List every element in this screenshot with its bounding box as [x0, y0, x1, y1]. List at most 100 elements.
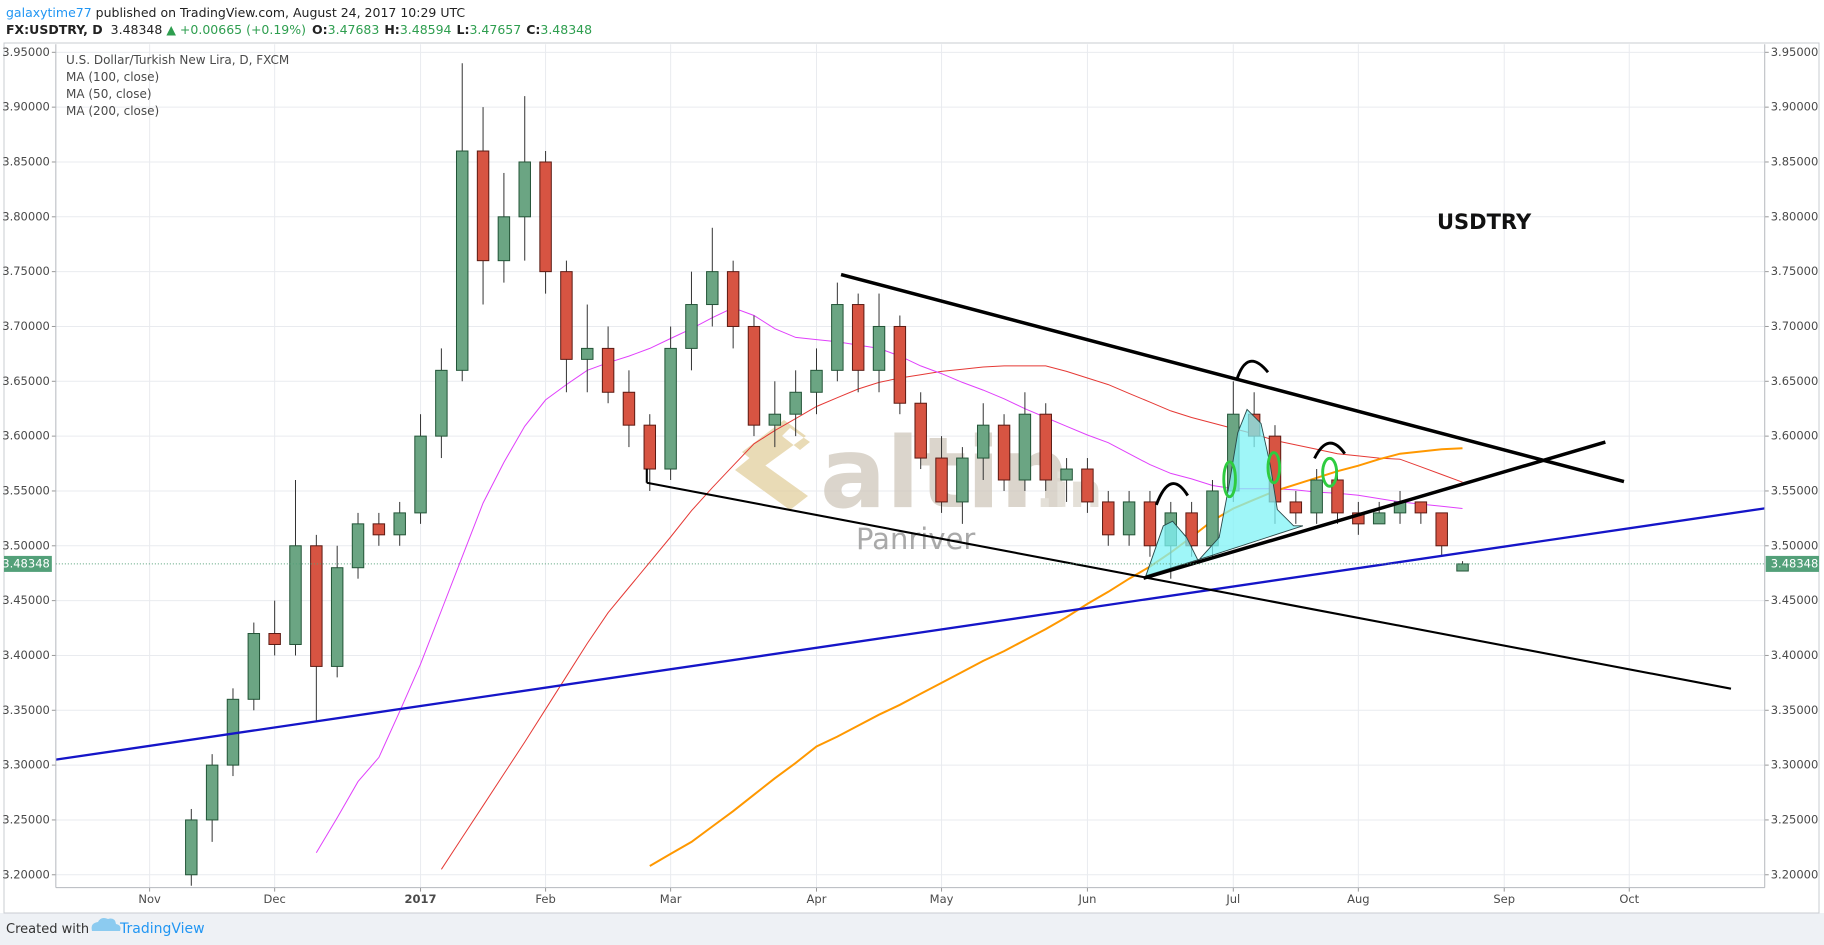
ohlc-key: C:: [526, 22, 540, 37]
arc-mark: [1235, 359, 1270, 381]
arc-mark: [1313, 441, 1346, 460]
legend-entry: MA (100, close): [66, 70, 159, 84]
y-tick-label: 3.65000: [1771, 374, 1819, 388]
candle-body: [831, 304, 844, 371]
footer-brand[interactable]: TradingView: [119, 921, 205, 937]
candle-body: [872, 325, 886, 371]
candle-body: [1331, 479, 1344, 514]
y-tick-label: 3.25000: [1771, 812, 1819, 826]
candle-body: [1039, 413, 1052, 481]
y-tick-label: 3.40000: [2, 648, 50, 662]
last-price-tag: [1765, 555, 1819, 572]
candle-body: [997, 424, 1011, 481]
y-tick-label: 3.65000: [2, 374, 50, 388]
candle-body: [455, 150, 469, 371]
y-tick-label: 3.35000: [1771, 703, 1819, 717]
trend-line: [840, 272, 1625, 484]
candle-body: [622, 391, 636, 426]
ohlc-key: O:: [312, 22, 328, 37]
ohlc-value: 3.48594: [400, 22, 452, 37]
y-tick-label: 3.75000: [2, 264, 50, 278]
legend-entry: MA (50, close): [66, 87, 152, 101]
candle-body: [1206, 490, 1219, 547]
y-tick-label: 3.95000: [1771, 45, 1819, 59]
candle-body: [1185, 512, 1198, 547]
y-tick-label: 3.30000: [2, 758, 50, 772]
candle-body: [1352, 512, 1365, 525]
y-tick-label: 3.80000: [2, 209, 50, 223]
trend-line: [55, 507, 1765, 761]
y-tick-label: 3.50000: [2, 538, 50, 552]
y-tick-label: 3.90000: [2, 100, 50, 114]
candle-body: [935, 457, 948, 503]
x-tick-label: May: [930, 892, 954, 906]
pattern-fill: [1145, 408, 1304, 577]
y-tick-label: 3.20000: [2, 867, 50, 881]
x-tick-label: Oct: [1619, 892, 1639, 906]
author[interactable]: galaxytime77: [6, 5, 92, 20]
x-tick-label: Sep: [1493, 892, 1515, 906]
candle-body: [414, 435, 427, 514]
candle-body: [268, 633, 281, 645]
ma-line: [440, 365, 1463, 870]
candle-body: [1081, 468, 1094, 503]
candle-body: [1310, 479, 1323, 514]
candle-body: [372, 523, 386, 536]
x-tick-label: Jul: [1225, 892, 1240, 906]
ohlc-value: 3.48348: [540, 22, 592, 37]
candle-body: [1414, 501, 1428, 514]
arc-mark: [1154, 482, 1189, 506]
trend-line: [646, 481, 1732, 690]
y-tick-label: 3.75000: [1771, 264, 1819, 278]
y-tick-label: 3.35000: [2, 703, 50, 717]
candle-body: [789, 391, 802, 415]
footer-bar: [0, 913, 1824, 945]
candle-body: [706, 271, 719, 306]
y-tick-label: 3.55000: [1771, 483, 1819, 497]
last-price-label: 3.48348: [1771, 556, 1819, 570]
candle-body: [1289, 501, 1303, 514]
x-tick-label: Dec: [264, 892, 286, 906]
y-tick-label: 3.20000: [1771, 867, 1819, 881]
y-tick-label: 3.45000: [2, 593, 50, 607]
highlight-ellipse: [1321, 456, 1339, 488]
y-tick-label: 3.90000: [1771, 100, 1819, 114]
candle-body: [393, 512, 406, 536]
y-tick-label: 3.85000: [2, 154, 50, 168]
watermark-logo: [735, 420, 810, 510]
y-tick-label: 3.70000: [1771, 319, 1819, 333]
y-tick-label: 3.45000: [1771, 593, 1819, 607]
x-tick-label: Mar: [660, 892, 682, 906]
candle-body: [497, 216, 511, 262]
candle-body: [1060, 468, 1073, 481]
change: ▲ +0.00665 (+0.19%): [166, 22, 306, 37]
candle-body: [289, 545, 302, 645]
candle-body: [1435, 512, 1448, 547]
footer-created: Created with: [6, 922, 89, 937]
candle-body: [539, 161, 552, 273]
candle-body: [685, 304, 698, 349]
candle-body: [518, 161, 531, 218]
candle-body: [476, 150, 490, 262]
chart-frame: [3, 42, 1820, 914]
candle-body: [810, 369, 823, 393]
y-tick-label: 3.70000: [2, 319, 50, 333]
ohlc-value: 3.47683: [328, 22, 380, 37]
candle-body: [893, 325, 907, 404]
candle-body: [976, 424, 990, 459]
legend-title: U.S. Dollar/Turkish New Lira, D, FXCM: [66, 53, 289, 67]
candle-body: [914, 402, 927, 459]
candle-body: [851, 304, 865, 371]
watermark-sub: Panriver: [856, 522, 975, 556]
y-tick-label: 3.60000: [2, 429, 50, 443]
last-price-tag: [4, 555, 52, 572]
y-tick-label: 3.85000: [1771, 154, 1819, 168]
y-tick-label: 3.60000: [1771, 429, 1819, 443]
candle-body: [1102, 501, 1115, 536]
ohlc-value: 3.47657: [469, 22, 521, 37]
candle-body: [1018, 413, 1032, 481]
ohlc-key: H:: [384, 22, 399, 37]
candle-body: [1372, 512, 1386, 525]
candle-body: [1122, 501, 1136, 536]
